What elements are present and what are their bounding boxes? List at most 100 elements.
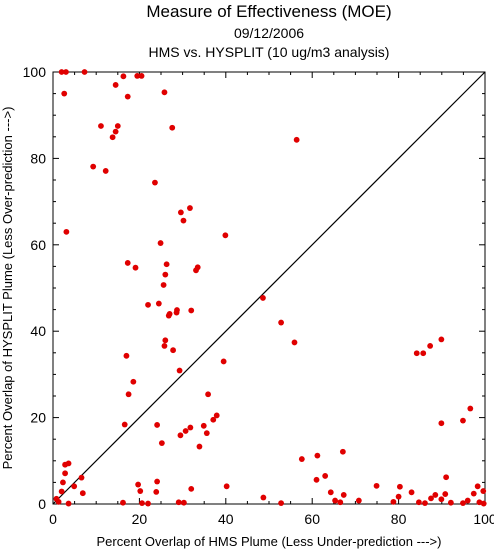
scatter-point <box>137 488 144 494</box>
scatter-point <box>432 492 439 498</box>
scatter-point <box>162 271 169 278</box>
scatter-point <box>278 500 284 507</box>
scatter-point <box>322 473 329 479</box>
scatter-point <box>355 497 362 504</box>
scatter-point <box>180 499 187 506</box>
scatter-point <box>161 89 168 96</box>
scatter-point <box>443 474 450 481</box>
scatter-point <box>395 493 402 500</box>
scatter-point <box>130 378 137 385</box>
scatter-point <box>177 432 184 439</box>
scatter-point <box>327 489 334 496</box>
scatter-point <box>390 498 397 505</box>
scatter-point <box>55 498 62 505</box>
scatter-point <box>187 424 194 431</box>
scatter-point <box>62 470 68 477</box>
scatter-point <box>79 490 86 497</box>
scatter-point <box>138 72 145 79</box>
scatter-point <box>134 72 141 79</box>
scatter-point <box>422 500 428 507</box>
y-tick-label: 100 <box>23 64 47 80</box>
scatter-point <box>160 282 167 288</box>
scatter-point <box>123 352 130 359</box>
y-tick-label: 20 <box>30 410 46 426</box>
scatter-point <box>125 391 132 398</box>
scatter-point <box>90 163 97 170</box>
scatter-point <box>373 482 380 489</box>
scatter-point <box>427 342 434 349</box>
scatter-point <box>162 337 169 344</box>
scatter-point <box>158 440 165 446</box>
scatter-point <box>124 260 131 266</box>
scatter-point <box>182 428 189 434</box>
scatter-point <box>165 312 172 319</box>
scatter-point <box>222 232 229 239</box>
scatter-point <box>124 93 131 100</box>
scatter-point <box>278 319 284 326</box>
scatter-point <box>470 490 477 497</box>
scatter-point <box>154 478 161 485</box>
scatter-point <box>438 420 445 427</box>
scatter-point <box>71 483 78 490</box>
x-axis-label: Percent Overlap of HMS Plume (Less Under… <box>97 534 442 549</box>
scatter-point <box>428 495 434 502</box>
scatter-point <box>78 474 85 481</box>
scatter-point <box>81 69 88 75</box>
scatter-point <box>313 476 320 483</box>
scatter-point <box>467 405 474 412</box>
scatter-point <box>180 217 187 224</box>
scatter-point <box>98 123 104 129</box>
scatter-point <box>337 499 344 506</box>
scatter-point <box>260 295 266 301</box>
scatter-point <box>203 430 210 437</box>
scatter-point <box>58 488 65 495</box>
scatter-point <box>314 452 321 459</box>
x-tick-label: 80 <box>391 511 407 527</box>
scatter-point <box>339 448 346 455</box>
y-axis-ticks: 0 20 40 60 80 100 <box>23 64 485 512</box>
scatter-point <box>163 261 170 268</box>
scatter-point <box>291 339 298 346</box>
scatter-point <box>109 134 116 141</box>
scatter-point <box>213 412 220 419</box>
chart-title: Measure of Effectiveness (MOE) <box>146 2 391 21</box>
scatter-point <box>194 264 201 271</box>
scatter-point <box>438 496 445 503</box>
scatter-point <box>169 124 176 131</box>
scatter-point <box>120 499 126 506</box>
y-tick-label: 40 <box>30 323 46 339</box>
x-axis-ticks: 0 20 40 60 80 100 <box>49 72 494 527</box>
scatter-point <box>112 128 119 135</box>
scatter-point <box>205 391 211 398</box>
scatter-point <box>153 489 160 495</box>
x-tick-label: 20 <box>132 511 148 527</box>
scatter-point <box>65 500 72 507</box>
scatter-point <box>102 168 109 174</box>
x-tick-label: 40 <box>218 511 234 527</box>
scatter-point <box>474 483 481 490</box>
scatter-point <box>112 82 119 88</box>
scatter-point <box>155 300 162 307</box>
scatter-point <box>177 209 184 216</box>
scatter-point <box>139 500 145 507</box>
scatter-point <box>200 422 207 429</box>
y-axis-label: Percent Overlap of HYSPLIT Plume (Less O… <box>0 107 15 470</box>
scatter-point <box>332 497 338 504</box>
scatter-point <box>413 350 420 357</box>
diagonal-reference-line <box>52 71 486 505</box>
y-tick-label: 60 <box>30 237 46 253</box>
data-points <box>53 69 487 507</box>
scatter-point <box>174 307 180 313</box>
scatter-point <box>298 456 305 462</box>
scatter-point <box>63 228 70 235</box>
scatter-point <box>175 499 182 506</box>
scatter-point <box>210 416 217 423</box>
scatter-point <box>340 492 347 498</box>
scatter-point <box>135 481 142 488</box>
scatter-point <box>152 179 158 186</box>
scatter-point <box>188 307 195 314</box>
scatter-point <box>120 73 127 80</box>
scatter-point <box>114 123 121 129</box>
scatter-point <box>396 483 403 490</box>
x-tick-label: 0 <box>49 511 57 527</box>
